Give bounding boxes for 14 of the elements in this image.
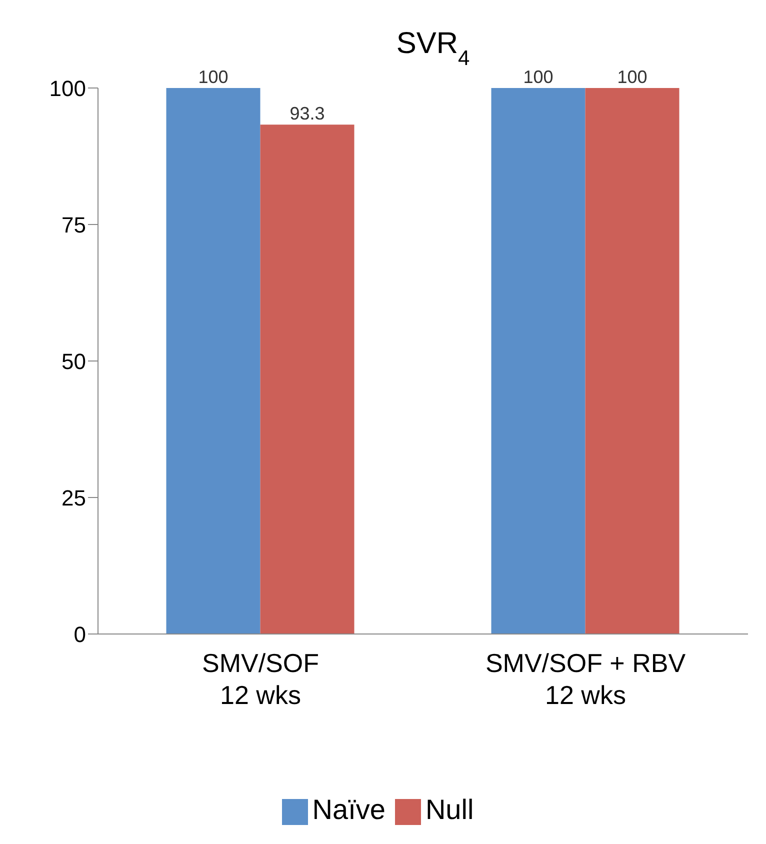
legend-label: Naïve bbox=[312, 794, 386, 825]
data-label: 100 bbox=[617, 67, 648, 87]
x-tick-label: SMV/SOF 12 wks bbox=[202, 648, 320, 710]
data-label: 100 bbox=[523, 67, 554, 87]
y-tick-label: 0 bbox=[74, 622, 86, 647]
y-tick-label: 75 bbox=[62, 212, 86, 238]
y-tick-label: 50 bbox=[62, 348, 86, 374]
legend-label: Null bbox=[425, 794, 474, 825]
data-label: 100 bbox=[198, 67, 228, 87]
y-tick-label: 100 bbox=[49, 76, 86, 101]
x-tick-label: SMV/SOF + RBV 12 wks bbox=[485, 648, 686, 710]
y-tick-label: 25 bbox=[62, 485, 86, 510]
data-label: 93.3 bbox=[290, 104, 325, 124]
chart-title: SVR$_{4}$ bbox=[396, 27, 470, 70]
